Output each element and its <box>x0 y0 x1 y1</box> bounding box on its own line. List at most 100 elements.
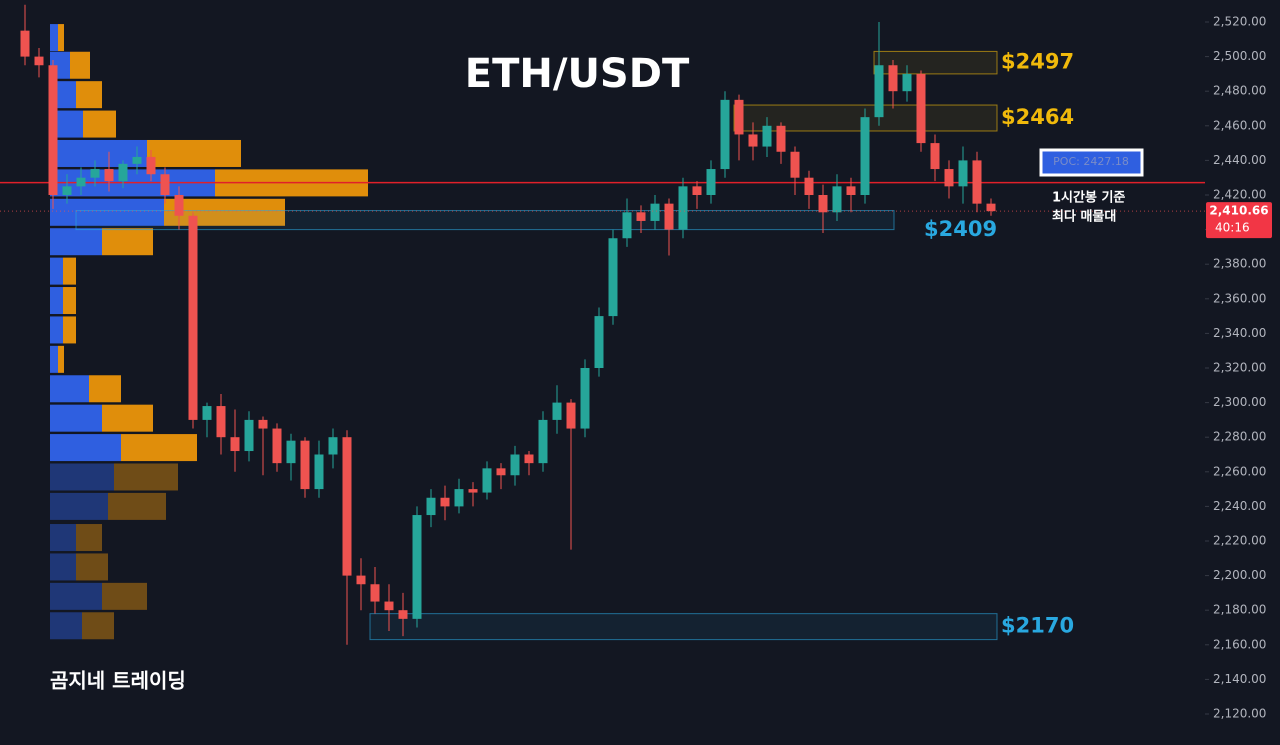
profile-buy <box>50 24 58 52</box>
zone-label: $2170 <box>1001 614 1074 638</box>
candle-body <box>230 437 240 452</box>
candle-body <box>678 186 688 230</box>
y-tick-label: 2,160.00 <box>1213 637 1266 651</box>
profile-buy <box>50 139 147 167</box>
candle-body <box>650 203 660 221</box>
candle-body <box>384 601 394 611</box>
y-tick-label: 2,300.00 <box>1213 395 1266 409</box>
candle-body <box>328 437 338 455</box>
candle-body <box>188 215 198 420</box>
countdown: 40:16 <box>1215 221 1250 235</box>
candle-body <box>818 195 828 213</box>
candle-body <box>734 99 744 135</box>
zone <box>369 613 998 641</box>
zone-label: $2409 <box>924 217 997 241</box>
profile-buy <box>50 316 63 344</box>
candle-body <box>62 186 72 195</box>
candle-body <box>370 584 380 602</box>
y-tick-label: 2,420.00 <box>1213 188 1266 202</box>
candle-body <box>538 419 548 464</box>
candle-body <box>874 65 884 118</box>
profile-sell <box>102 404 153 432</box>
profile-sell <box>83 110 116 138</box>
candle-body <box>636 212 646 221</box>
candle-body <box>832 186 842 213</box>
candle-body <box>440 497 450 507</box>
zone-label: $2497 <box>1001 50 1074 74</box>
y-tick-label: 2,200.00 <box>1213 568 1266 582</box>
last-price-label: 2,410.66 <box>1209 204 1268 218</box>
candle-body <box>664 203 674 230</box>
candle-body <box>902 73 912 92</box>
candle-body <box>286 440 296 464</box>
y-tick-label: 2,180.00 <box>1213 603 1266 617</box>
y-tick-label: 2,480.00 <box>1213 84 1266 98</box>
profile-sell <box>63 257 76 285</box>
watermark: 곰지네 트레이딩 <box>50 669 186 693</box>
y-tick-label: 2,140.00 <box>1213 672 1266 686</box>
candle-body <box>888 65 898 92</box>
profile-buy <box>50 287 63 315</box>
profile-sell <box>63 316 76 344</box>
candle-body <box>258 419 268 429</box>
candle-body <box>958 160 968 187</box>
profile-sell <box>164 198 285 226</box>
y-tick-label: 2,360.00 <box>1213 291 1266 305</box>
candle-body <box>944 169 954 187</box>
y-tick-label: 2,460.00 <box>1213 118 1266 132</box>
candle-body <box>314 454 324 490</box>
chart-title: ETH/USDT <box>465 51 690 97</box>
candle-body <box>104 169 114 182</box>
y-tick-label: 2,220.00 <box>1213 534 1266 548</box>
candle-body <box>146 156 156 175</box>
y-tick-label: 2,440.00 <box>1213 153 1266 167</box>
candle-body <box>272 428 282 464</box>
profile-sell <box>76 524 102 552</box>
profile-buy <box>50 492 108 520</box>
profile-buy <box>50 228 102 256</box>
profile-buy <box>50 612 82 640</box>
candle-body <box>762 125 772 147</box>
profile-buy <box>50 198 164 226</box>
poc-box <box>1039 148 1144 177</box>
y-tick-label: 2,240.00 <box>1213 499 1266 513</box>
candle-body <box>748 134 758 147</box>
candle-body <box>972 160 982 204</box>
profile-sell <box>70 51 90 79</box>
candle-body <box>244 419 254 452</box>
candle-body <box>468 489 478 493</box>
candle-body <box>706 169 716 195</box>
y-tick-label: 2,320.00 <box>1213 361 1266 375</box>
candle-body <box>524 454 534 464</box>
candle-body <box>846 186 856 195</box>
zone <box>873 50 998 75</box>
profile-sell <box>114 463 178 491</box>
candle-body <box>720 99 730 170</box>
profile-sell <box>89 375 121 403</box>
last-price-box <box>1206 202 1272 239</box>
y-tick-label: 2,340.00 <box>1213 326 1266 340</box>
candle-body <box>454 489 464 507</box>
profile-sell <box>76 553 108 581</box>
profile-buy <box>50 582 102 610</box>
y-tick-label: 2,280.00 <box>1213 430 1266 444</box>
candle-body <box>90 169 100 178</box>
candle-body <box>76 177 86 187</box>
candle-body <box>580 368 590 429</box>
profile-sell <box>147 139 241 167</box>
candle-body <box>804 177 814 195</box>
profile-sell <box>102 228 153 256</box>
candle-body <box>160 174 170 195</box>
profile-buy <box>50 375 89 403</box>
candle-body <box>552 402 562 420</box>
profile-buy <box>50 463 114 491</box>
candle-body <box>930 143 940 170</box>
candle-body <box>34 56 44 66</box>
candle-body <box>412 515 422 619</box>
candle-body <box>398 610 408 619</box>
candle-body <box>608 238 618 317</box>
y-tick-label: 2,520.00 <box>1213 15 1266 29</box>
annotation: 1시간봉 기준 <box>1052 190 1125 206</box>
